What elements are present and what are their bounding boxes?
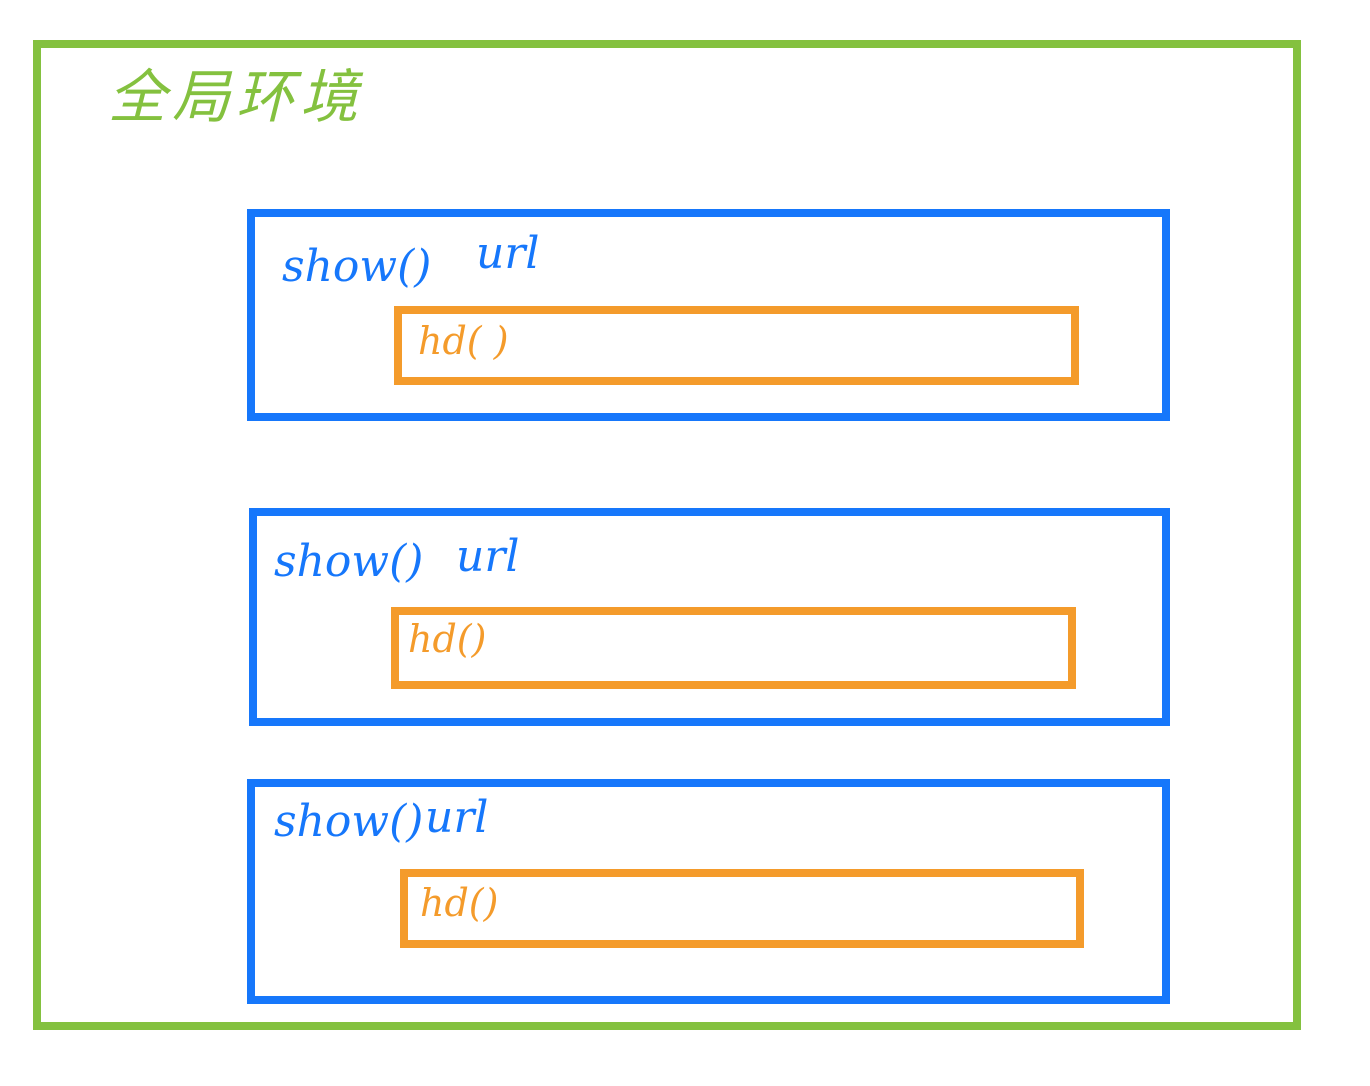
scope-1-function-label: show() — [282, 241, 432, 292]
scope-2-variable-label: url — [456, 531, 520, 582]
function-scope-box-3 — [247, 779, 1170, 1004]
scope-3-variable-label: url — [425, 792, 489, 843]
inner-scope-box-1 — [394, 306, 1079, 385]
global-environment-box — [33, 40, 1301, 1030]
function-scope-box-2 — [249, 508, 1170, 726]
scope-3-function-label: show() — [274, 796, 424, 847]
function-scope-box-1 — [247, 209, 1170, 421]
scope-1-inner-label: hd( ) — [418, 319, 509, 363]
scope-1-variable-label: url — [476, 228, 540, 279]
global-environment-label: 全局环境 — [108, 63, 365, 131]
inner-scope-box-3 — [400, 869, 1084, 948]
scope-2-function-label: show() — [274, 536, 424, 587]
inner-scope-box-2 — [391, 607, 1076, 689]
scope-3-inner-label: hd() — [420, 881, 499, 925]
scope-2-inner-label: hd() — [408, 617, 487, 661]
